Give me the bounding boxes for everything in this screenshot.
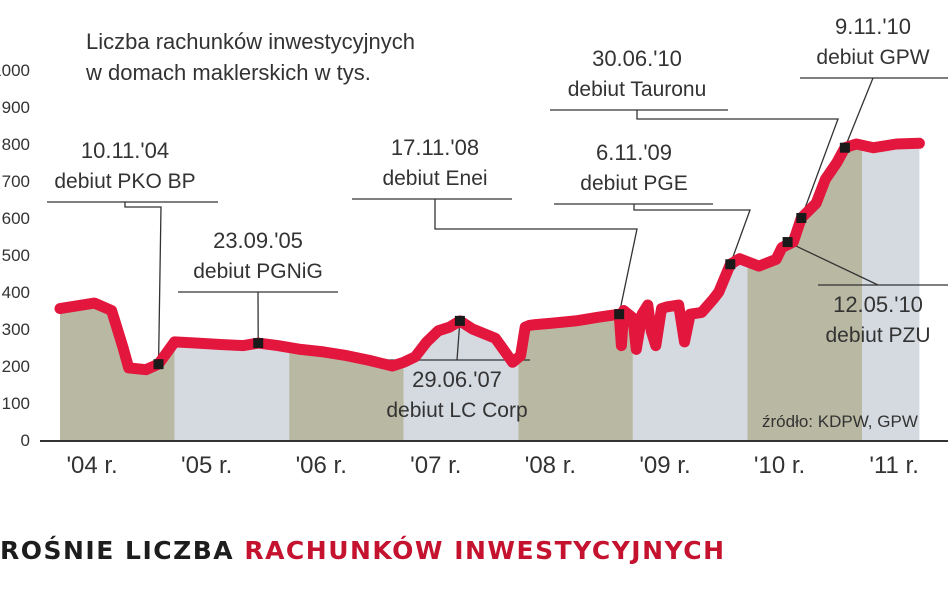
chart-title-line-2: w domach maklerskich w tys.	[85, 60, 371, 85]
x-tick-label: '05 r.	[181, 452, 232, 479]
annotation-leader	[124, 202, 162, 365]
year-band	[862, 143, 920, 440]
annotation-leader	[636, 110, 839, 219]
y-tick-label: 200	[2, 357, 30, 376]
event-date-label: 6.11.'09	[596, 140, 672, 165]
event-marker	[454, 315, 465, 326]
y-tick-label: 500	[2, 246, 30, 265]
line-chart: 10009008007006005004003002001000 '04 r.'…	[0, 14, 948, 479]
event-marker	[782, 237, 793, 248]
event-name-label: debiut GPW	[816, 46, 929, 69]
y-tick-label: 0	[21, 431, 30, 450]
annotation-leader	[844, 77, 874, 148]
event-name-label: debiut PGE	[580, 172, 687, 195]
y-tick-label: 300	[2, 320, 30, 339]
y-tick-label: 400	[2, 283, 30, 302]
y-tick-label: 100	[2, 394, 30, 413]
event-name-label: debiut PGNiG	[193, 260, 323, 283]
headline-part-2: RACHUNKÓW INWESTYCYJNYCH	[244, 536, 726, 565]
chart-area: 10009008007006005004003002001000 '04 r.'…	[0, 14, 948, 479]
x-tick-label: '06 r.	[296, 452, 347, 479]
event-marker	[796, 213, 807, 223]
event-date-label: 30.06.'10	[592, 46, 682, 71]
event-marker	[839, 142, 850, 153]
x-tick-label: '08 r.	[525, 452, 576, 479]
annotation-leader	[787, 241, 879, 286]
x-tick-label: '07 r.	[410, 452, 461, 479]
event-name-label: debiut Enei	[382, 167, 487, 190]
y-tick-label: 600	[2, 209, 30, 228]
event-name-label: debiut PZU	[825, 324, 930, 347]
event-marker	[153, 359, 164, 370]
event-date-label: 10.11.'04	[81, 138, 169, 163]
event-marker	[614, 309, 625, 320]
x-tick-label: '10 r.	[754, 452, 805, 479]
event-name-label: debiut Tauronu	[568, 78, 707, 101]
x-tick-label: '09 r.	[639, 452, 690, 479]
headline-banner: ROŚNIE LICZBA RACHUNKÓW INWESTYCYJNYCH	[0, 536, 726, 565]
y-tick-label: 700	[2, 172, 30, 191]
event-name-label: debiut PKO BP	[54, 170, 195, 193]
annotation-leader	[434, 199, 638, 315]
event-marker	[253, 338, 264, 349]
headline-part-1: ROŚNIE LICZBA	[0, 536, 245, 565]
y-tick-label: 800	[2, 135, 30, 154]
event-date-label: 17.11.'08	[391, 135, 479, 160]
event-date-label: 12.05.'10	[833, 292, 923, 317]
x-tick-label: '11 r.	[869, 452, 919, 479]
event-date-label: 9.11.'10	[835, 14, 911, 39]
event-marker	[725, 259, 736, 270]
event-date-label: 23.09.'05	[213, 228, 303, 253]
y-tick-label: 900	[2, 98, 30, 117]
event-date-label: 29.06.'07	[412, 367, 502, 392]
event-name-label: debiut LC Corp	[386, 399, 527, 422]
source-note: źródło: KDPW, GPW	[762, 412, 918, 431]
chart-title-line-1: Liczba rachunków inwestycyjnych	[86, 29, 415, 54]
x-tick-label: '04 r.	[66, 452, 117, 479]
annotation-leader	[633, 204, 751, 265]
